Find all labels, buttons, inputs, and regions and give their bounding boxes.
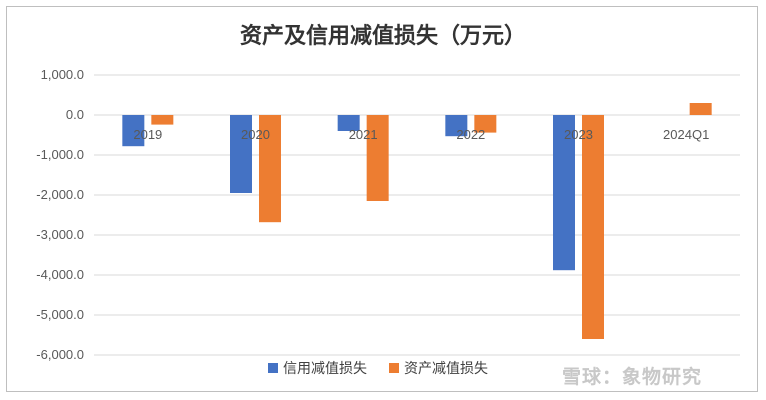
y-tick-label: -6,000.0 xyxy=(36,347,84,362)
legend-item-asset: 资产减值损失 xyxy=(389,358,488,378)
x-tick-label: 2022 xyxy=(456,127,485,142)
bar-asset xyxy=(366,115,389,201)
bar-credit xyxy=(445,115,468,137)
y-tick-label: -4,000.0 xyxy=(36,267,84,282)
chart-title: 资产及信用减值损失（万元） xyxy=(239,23,526,49)
legend-swatch-credit xyxy=(268,363,278,373)
bar-credit xyxy=(553,115,575,271)
watermark: 雪球：象物研究 xyxy=(562,366,703,388)
x-tick-label: 2019 xyxy=(133,127,162,142)
bar-credit xyxy=(122,115,145,147)
x-tick-label: 2020 xyxy=(241,127,270,142)
y-tick-label: -2,000.0 xyxy=(36,187,84,202)
y-tick-label: -5,000.0 xyxy=(36,307,84,322)
y-tick-label: -1,000.0 xyxy=(36,147,84,162)
bar-credit xyxy=(337,115,360,131)
legend-label-asset: 资产减值损失 xyxy=(404,360,488,376)
x-tick-label: 2021 xyxy=(349,127,378,142)
y-tick-label: 0.0 xyxy=(66,107,84,122)
y-tick-label: 1,000.0 xyxy=(41,67,84,82)
legend-swatch-asset xyxy=(389,363,399,373)
x-tick-label: 2024Q1 xyxy=(663,127,709,142)
legend-item-credit: 信用减值损失 xyxy=(268,358,367,378)
x-tick-label: 2023 xyxy=(564,127,593,142)
legend-label-credit: 信用减值损失 xyxy=(283,360,367,376)
bar-asset xyxy=(474,115,497,133)
y-tick-label: -3,000.0 xyxy=(36,227,84,242)
bar-asset xyxy=(582,115,604,339)
bar-asset xyxy=(151,115,174,125)
chart-legend: 信用减值损失 资产减值损失 xyxy=(268,358,488,378)
bar-credit xyxy=(230,115,252,193)
bar-asset xyxy=(689,103,712,115)
bar-asset xyxy=(259,115,281,223)
